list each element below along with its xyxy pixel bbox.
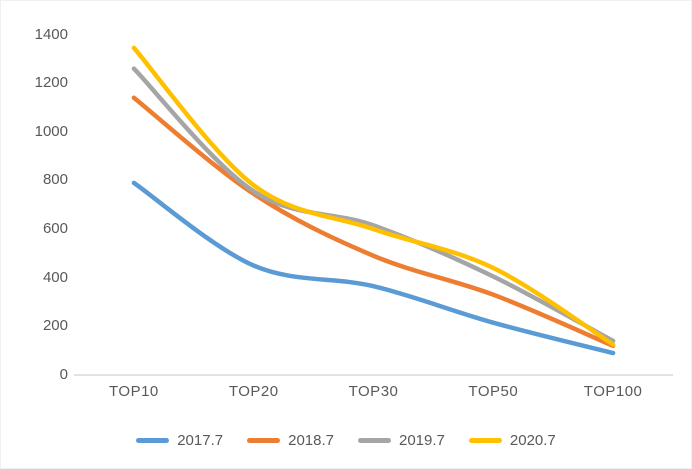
- y-tick-label-600: 600: [42, 220, 68, 238]
- y-tick-label-1200: 1200: [34, 74, 68, 92]
- series-line-2019.7: [131, 66, 616, 344]
- legend-item-2017.7: 2017.7: [136, 432, 223, 449]
- series-line-2020.7: [131, 45, 616, 347]
- x-tick-label-TOP100: TOP100: [583, 383, 643, 400]
- series-line-2018.7: [131, 95, 616, 349]
- legend-marker-icon: [468, 438, 502, 443]
- x-tick-label-TOP30: TOP30: [348, 383, 399, 400]
- y-tick-label-1000: 1000: [34, 122, 68, 140]
- y-tick-label-200: 200: [42, 317, 68, 335]
- y-tick-label-400: 400: [42, 268, 68, 286]
- legend-label: 2017.7: [177, 432, 224, 449]
- y-tick-label-800: 800: [42, 171, 68, 189]
- legend-item-2020.7: 2020.7: [468, 432, 556, 449]
- legend: 2017.7 2018.7 2019.7 2020.7: [1, 432, 691, 449]
- legend-marker-icon: [136, 438, 170, 443]
- legend-marker-icon: [358, 438, 391, 443]
- y-tick-label-1400: 1400: [34, 25, 68, 43]
- legend-marker-icon: [247, 438, 281, 443]
- x-tick-label-TOP20: TOP20: [228, 383, 279, 400]
- y-tick-label-0: 0: [59, 366, 68, 383]
- legend-item-2018.7: 2018.7: [247, 432, 334, 449]
- legend-item-2019.7: 2019.7: [358, 432, 445, 449]
- legend-label: 2020.7: [509, 432, 556, 449]
- series-line-2017.7: [131, 180, 616, 356]
- x-tick-label-TOP50: TOP50: [468, 383, 519, 400]
- legend-label: 2018.7: [288, 432, 334, 449]
- legend-label: 2019.7: [399, 432, 445, 449]
- x-tick-label-TOP10: TOP10: [109, 383, 159, 400]
